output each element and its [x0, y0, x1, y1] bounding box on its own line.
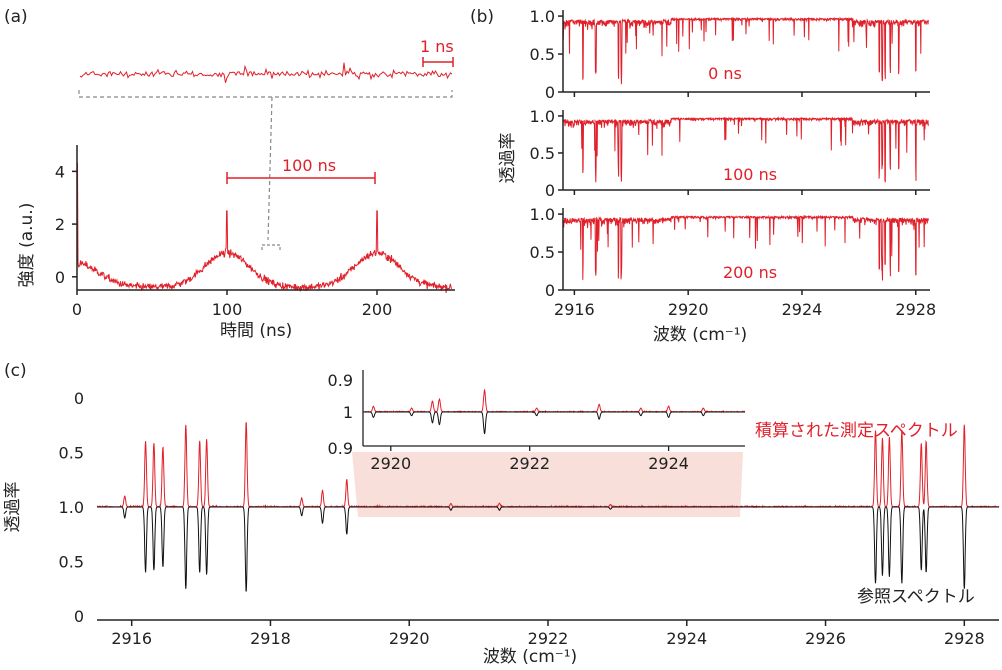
c-zoom-highlight	[352, 452, 743, 517]
a-ytick-label: 0	[55, 268, 65, 287]
c-inset-ytick-label: 0.9	[328, 439, 353, 458]
b-xticks: 2916 2920 2924 2928	[554, 300, 936, 319]
c-ytick-label: 0.5	[59, 444, 84, 463]
b-label-0: 0 ns	[708, 64, 742, 83]
period-label: 100 ns	[282, 156, 336, 175]
b-ytick-label: 1.0	[530, 7, 555, 26]
a-inset-trace	[79, 62, 453, 83]
c-xtick-label: 2916	[111, 629, 152, 648]
b-subplot-0: 0 0.5 1.0	[530, 7, 930, 102]
a-ylabel: 強度 (a.u.)	[17, 203, 37, 288]
b-label-2: 200 ns	[723, 263, 777, 282]
b-xtick-label: 2924	[782, 300, 823, 319]
c-xtick-label: 2928	[944, 629, 985, 648]
c-xtick-label: 2926	[805, 629, 846, 648]
legend-measured: 積算された測定スペクトル	[755, 421, 958, 441]
a-xtick-label: 100	[212, 300, 243, 319]
b-trace-2	[562, 214, 929, 281]
b-ytick-label: 1.0	[530, 205, 555, 224]
b-xtick-label: 2920	[668, 300, 709, 319]
a-xtick-label: 200	[362, 300, 393, 319]
b-ytick-label: 1.0	[530, 107, 555, 126]
zoom-bracket	[78, 90, 453, 98]
b-ylabel: 透過率	[498, 133, 518, 184]
scale-bar-label: 1 ns	[420, 37, 454, 56]
zoom-guide	[267, 96, 273, 241]
c-xtick-label: 2922	[528, 629, 569, 648]
panel-a: 1 ns 100 ns 0 100 200 0 2 4 時間 (ns) 強度 (a.u.)	[17, 37, 455, 341]
b-xtick-label: 2928	[895, 300, 936, 319]
c-ytick-label: 1.0	[59, 498, 84, 517]
b-ytick-label: 0.5	[530, 144, 555, 163]
c-ytick-label: 0	[74, 389, 84, 408]
c-ytick-label: 0.5	[59, 553, 84, 572]
a-main-trace	[77, 163, 453, 294]
c-xlabel: 波数 (cm⁻¹)	[483, 647, 577, 667]
a-xlabel: 時間 (ns)	[220, 321, 292, 341]
c-ylabel: 透過率	[3, 482, 23, 533]
panel-c: 2920 2922 2924 0.9 1 0.9 積算された測定スペクトル 参照スペクトル…	[3, 370, 1000, 667]
c-inset-xtick-label: 2922	[509, 454, 550, 473]
panel-b: 0 0.5 1.0 0 0.5 1.0 0 0.5 1.0 0 ns 100 ns 200 …	[498, 7, 936, 345]
panel-label-b: (b)	[470, 7, 494, 27]
b-subplot-1: 0 0.5 1.0	[530, 107, 930, 200]
c-xtick-label: 2918	[250, 629, 291, 648]
b-xtick-label: 2916	[554, 300, 595, 319]
b-ytick-label: 0.5	[530, 243, 555, 262]
c-reference-spectrum	[97, 506, 999, 592]
b-ytick-label: 0	[545, 181, 555, 200]
a-ticks: 0 100 200 0 2 4	[55, 162, 392, 319]
c-inset-ytick-label: 1	[343, 403, 353, 422]
b-label-1: 100 ns	[723, 165, 777, 184]
c-inset-ticks: 2920 2922 2924 0.9 1 0.9	[328, 371, 689, 473]
a-xtick-label: 0	[72, 300, 82, 319]
b-trace-0	[562, 16, 929, 85]
a-ytick-label: 4	[55, 162, 65, 181]
zoom-window	[261, 244, 281, 250]
panel-label-c: (c)	[4, 361, 27, 381]
c-inset-xtick-label: 2920	[370, 454, 411, 473]
c-inset: 2920 2922 2924 0.9 1 0.9	[328, 370, 746, 473]
b-ytick-label: 0	[545, 83, 555, 102]
panel-label-a: (a)	[4, 7, 28, 27]
c-xtick-label: 2920	[389, 629, 430, 648]
b-trace-1	[562, 116, 929, 183]
legend-reference: 参照スペクトル	[857, 587, 975, 607]
c-inset-xtick-label: 2924	[648, 454, 689, 473]
b-xlabel: 波数 (cm⁻¹)	[653, 325, 747, 345]
c-inset-measured	[362, 388, 746, 414]
c-xtick-label: 2924	[666, 629, 707, 648]
b-ytick-label: 0.5	[530, 45, 555, 64]
c-ytick-label: 0	[74, 607, 84, 626]
b-ytick-label: 0	[545, 281, 555, 300]
c-ticks: 2916 2918 2920 2922 2924 2926 2928 0 0.5 1.0 0.5 0	[59, 389, 985, 648]
b-subplot-2: 0 0.5 1.0	[530, 205, 930, 300]
c-inset-reference	[363, 411, 745, 435]
a-ytick-label: 2	[55, 215, 65, 234]
c-inset-ytick-label: 0.9	[328, 371, 353, 390]
